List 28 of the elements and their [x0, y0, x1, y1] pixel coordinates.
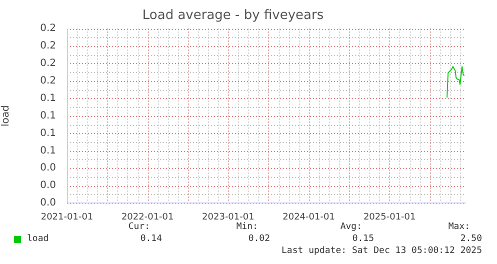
y-tick-label: 0.0 [40, 180, 56, 192]
y-tick-label: 0.0 [40, 198, 56, 209]
x-tick-label: 2021-01-01 [40, 212, 94, 223]
text: 0.14 [140, 234, 162, 244]
y-axis-title: load [0, 105, 12, 126]
chart-title: Load average - by fiveyears [142, 8, 324, 24]
y-tick-label: 0.2 [40, 58, 56, 70]
text: Min: [236, 222, 258, 232]
text: 0.02 [248, 234, 270, 244]
y-tick-label: 0.1 [40, 145, 56, 156]
y-tick-label: 0.0 [40, 162, 56, 174]
y-tick-label: 0.1 [40, 110, 56, 122]
text: Last update: Sat Dec 13 05:00:12 2025 [282, 246, 482, 256]
text: Max: [448, 222, 470, 232]
x-tick-label: 2023-01-01 [202, 212, 254, 223]
x-tick-label: 2024-01-01 [282, 212, 335, 223]
y-tick-label: 0.2 [40, 76, 56, 87]
text: Avg: [340, 222, 362, 232]
text: 2.50 [460, 234, 482, 244]
text: Cur: [128, 222, 150, 232]
y-tick-label: 0.1 [40, 92, 56, 104]
x-tick-label: 2025-01-01 [363, 212, 416, 223]
text: 0.15 [352, 234, 374, 244]
y-tick-label: 0.2 [40, 40, 56, 52]
legend-label: load [27, 234, 49, 244]
y-tick-label: 0.1 [40, 128, 56, 139]
y-tick-label: 0.2 [40, 23, 56, 34]
x-tick-label: 2022-01-01 [121, 212, 174, 223]
